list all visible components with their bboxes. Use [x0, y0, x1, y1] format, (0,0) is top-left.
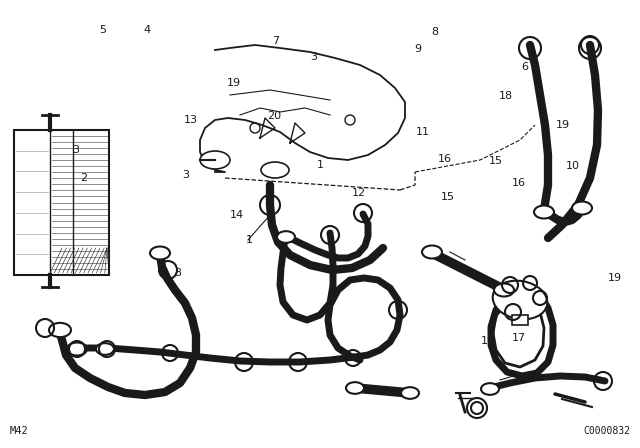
Bar	[14, 130, 109, 275]
Text: 4: 4	[143, 26, 151, 35]
Text: 17: 17	[511, 333, 525, 343]
Ellipse shape	[534, 206, 554, 219]
Text: 8: 8	[431, 27, 439, 37]
Ellipse shape	[67, 343, 87, 356]
Ellipse shape	[150, 246, 170, 259]
Text: M42: M42	[10, 426, 29, 436]
Text: 16: 16	[438, 154, 452, 164]
Text: 13: 13	[184, 115, 198, 125]
Ellipse shape	[346, 382, 364, 394]
Text: 6: 6	[522, 62, 528, 72]
Ellipse shape	[96, 343, 114, 355]
Text: 1: 1	[246, 235, 253, 245]
Text: 9: 9	[414, 44, 422, 54]
Text: 19: 19	[481, 336, 495, 346]
Text: 11: 11	[415, 127, 429, 137]
Text: 14: 14	[230, 210, 244, 220]
Text: 5: 5	[99, 26, 106, 35]
Ellipse shape	[493, 281, 547, 319]
Ellipse shape	[49, 323, 71, 337]
Text: 19: 19	[227, 78, 241, 88]
Text: C0000832: C0000832	[583, 426, 630, 436]
Text: 15: 15	[489, 156, 503, 166]
Text: 19: 19	[556, 121, 570, 130]
Text: 3: 3	[72, 145, 79, 155]
Text: 3: 3	[310, 52, 317, 62]
Text: 2: 2	[79, 173, 87, 183]
Text: 15: 15	[441, 192, 455, 202]
Ellipse shape	[277, 231, 295, 243]
Text: 7: 7	[271, 36, 279, 46]
Ellipse shape	[481, 383, 499, 395]
Text: 3: 3	[182, 170, 189, 180]
Ellipse shape	[261, 162, 289, 178]
Text: 18: 18	[499, 91, 513, 101]
Ellipse shape	[401, 387, 419, 399]
Ellipse shape	[200, 151, 230, 169]
Text: 20: 20	[267, 112, 281, 121]
Text: 3: 3	[174, 268, 180, 278]
Ellipse shape	[494, 284, 514, 297]
Text: 16: 16	[511, 178, 525, 188]
Text: 10: 10	[566, 161, 580, 171]
Text: 19: 19	[607, 273, 621, 283]
Ellipse shape	[572, 202, 592, 215]
Ellipse shape	[422, 246, 442, 258]
Text: 1: 1	[317, 160, 323, 170]
Bar	[512, 315, 528, 325]
Text: 12: 12	[351, 188, 365, 198]
